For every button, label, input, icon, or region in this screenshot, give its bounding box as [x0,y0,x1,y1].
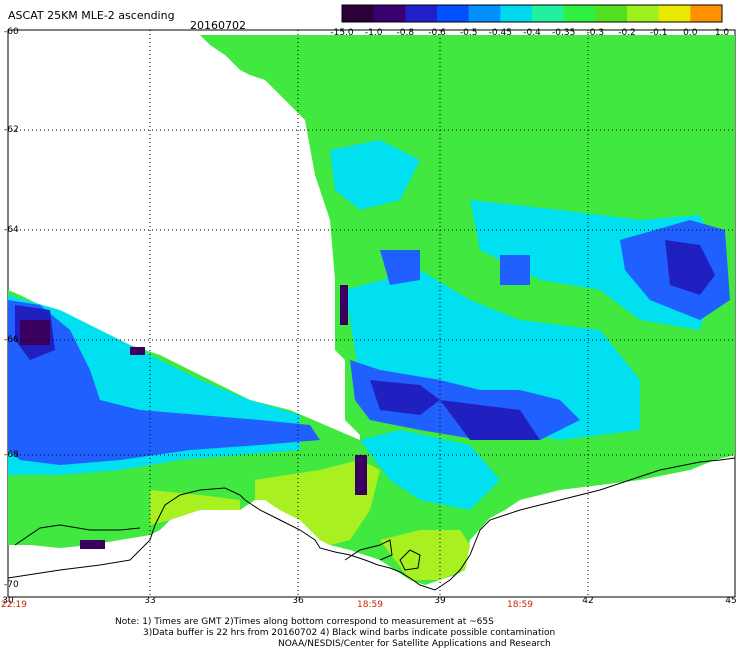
time-label: 18:59 [357,600,383,610]
note-line-2: 3)Data buffer is 22 hrs from 20160702 4)… [143,628,556,638]
colorbar-tick-label: -1.0 [364,28,383,38]
graticule [8,30,735,597]
lon-label: 42 [582,596,594,606]
colorbar-tick-label: -0.6 [428,28,446,38]
colorbar-tick-label: -0.1 [649,28,668,38]
colorbar-tick-label: 1.0 [714,28,730,38]
colorbar-tick-label: -0.2 [618,28,636,38]
scatterometer-data [8,35,735,585]
colorbar-swatch [342,5,375,22]
colorbar-tick-label: -15.0 [330,28,354,38]
lon-label: 36 [292,596,304,606]
note-line-3: NOAA/NESDIS/Center for Satellite Applica… [278,639,551,649]
colorbar-tick-label: 0.0 [683,28,698,38]
colorbar-tick-label: -0.4 [523,28,541,38]
colorbar-swatch [500,5,533,22]
colorbar-swatch [658,5,691,22]
colorbar-tick-label: -0.3 [586,28,605,38]
lon-label: 30 [2,596,14,606]
colorbar-tick-label: -0.5 [459,28,478,38]
time-label: 18:59 [507,600,533,610]
coastline-bay [14,524,141,546]
colorbar-border [341,4,723,23]
colorbar-swatch [437,5,470,22]
colorbar-swatch [595,5,628,22]
colorbar-swatch [373,5,406,22]
lat-label: -68 [4,450,19,460]
lat-label: -60 [4,27,19,37]
colorbar [341,4,723,23]
lat-label: -70 [4,580,19,590]
colorbar-tick-label: -0.8 [396,28,415,38]
colorbar-swatch [690,5,723,22]
coastline-inlet [344,539,393,561]
lon-label: 33 [144,596,156,606]
lat-label: -62 [4,125,19,135]
lat-label: -64 [4,225,19,235]
colorbar-swatch [627,5,660,22]
coastline [7,457,736,591]
colorbar-tick-label: -0.45 [488,28,512,38]
note-line-1: Note: 1) Times are GMT 2)Times along bot… [115,617,494,627]
product-date: 20160702 [190,19,246,32]
colorbar-swatch [468,5,501,22]
time-label: 22:19 [1,600,27,610]
colorbar-swatch [532,5,565,22]
coastline-island [399,549,421,571]
colorbar-tick-label: -0.35 [552,28,576,38]
product-title: ASCAT 25KM MLE-2 ascending [8,9,175,22]
lon-label: 45 [725,596,737,606]
colorbar-swatch [563,5,596,22]
lon-label: 39 [434,596,446,606]
lat-label: -66 [4,335,19,345]
colorbar-swatch [405,5,438,22]
